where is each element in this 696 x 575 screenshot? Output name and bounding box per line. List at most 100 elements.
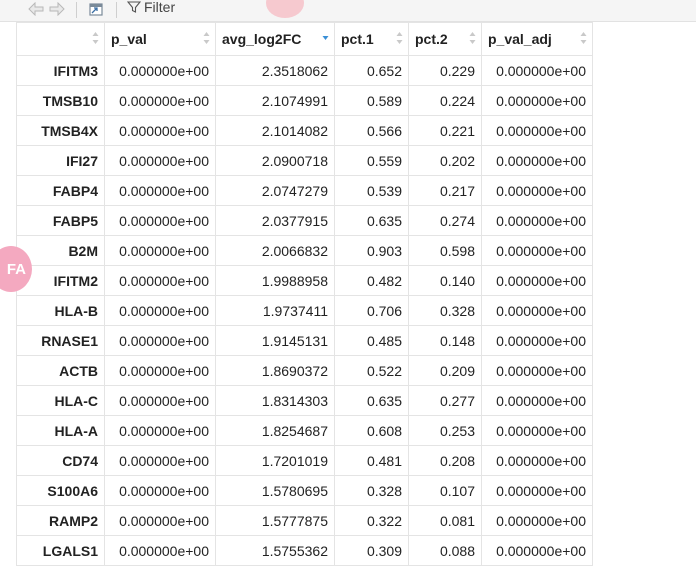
column-header-p-val[interactable]: p_val	[104, 22, 216, 56]
p-val-cell: 0.000000e+00	[104, 475, 216, 506]
p-val-adj-cell: 0.000000e+00	[481, 55, 593, 86]
row-name-cell: FABP5	[16, 205, 105, 236]
p-val-cell: 0.000000e+00	[104, 445, 216, 476]
row-name-cell: CD74	[16, 445, 105, 476]
pct1-cell: 0.481	[334, 445, 409, 476]
p-val-cell: 0.000000e+00	[104, 85, 216, 116]
pct2-cell: 0.208	[408, 445, 482, 476]
p-val-cell: 0.000000e+00	[104, 145, 216, 176]
viewer-toolbar: Filter	[0, 0, 696, 22]
popout-window-icon[interactable]	[86, 0, 106, 18]
table-row: TMSB4X 0.000000e+00 2.1014082 0.566 0.221 0.0…	[16, 115, 593, 146]
pct2-cell: 0.107	[408, 475, 482, 506]
table-row: IFITM3 0.000000e+00 2.3518062 0.652 0.229 0.0…	[16, 55, 593, 86]
pct1-cell: 0.322	[334, 505, 409, 536]
row-name-cell: ACTB	[16, 355, 105, 386]
sort-icon	[396, 32, 403, 44]
p-val-adj-cell: 0.000000e+00	[481, 235, 593, 266]
pct1-cell: 0.608	[334, 415, 409, 446]
row-name-cell: LGALS1	[16, 535, 105, 566]
table-row: FABP4 0.000000e+00 2.0747279 0.539 0.217 0.00…	[16, 175, 593, 206]
avg-log2fc-cell: 1.5777875	[215, 505, 335, 536]
pct2-cell: 0.088	[408, 535, 482, 566]
sort-icon	[92, 32, 99, 44]
avg-log2fc-cell: 1.9145131	[215, 325, 335, 356]
pct2-cell: 0.217	[408, 175, 482, 206]
p-val-adj-cell: 0.000000e+00	[481, 265, 593, 296]
avg-log2fc-cell: 2.3518062	[215, 55, 335, 86]
pct1-cell: 0.635	[334, 385, 409, 416]
column-header-pct2[interactable]: pct.2	[408, 22, 482, 56]
pct2-cell: 0.081	[408, 505, 482, 536]
p-val-adj-cell: 0.000000e+00	[481, 115, 593, 146]
avg-log2fc-cell: 2.1014082	[215, 115, 335, 146]
pct2-cell: 0.224	[408, 85, 482, 116]
table-row: HLA-A 0.000000e+00 1.8254687 0.608 0.253 0.00…	[16, 415, 593, 446]
column-header-rownames[interactable]	[16, 22, 105, 56]
avg-log2fc-cell: 1.8254687	[215, 415, 335, 446]
p-val-adj-cell: 0.000000e+00	[481, 85, 593, 116]
p-val-cell: 0.000000e+00	[104, 265, 216, 296]
avg-log2fc-cell: 1.8690372	[215, 355, 335, 386]
row-name-cell: IFI27	[16, 145, 105, 176]
pct1-cell: 0.309	[334, 535, 409, 566]
pct2-cell: 0.221	[408, 115, 482, 146]
p-val-adj-cell: 0.000000e+00	[481, 475, 593, 506]
avg-log2fc-cell: 2.0747279	[215, 175, 335, 206]
p-val-cell: 0.000000e+00	[104, 535, 216, 566]
p-val-cell: 0.000000e+00	[104, 205, 216, 236]
p-val-cell: 0.000000e+00	[104, 355, 216, 386]
row-name-cell: HLA-C	[16, 385, 105, 416]
arrow-right-icon[interactable]	[47, 0, 67, 18]
column-header-avg-log2fc[interactable]: avg_log2FC	[215, 22, 335, 56]
p-val-cell: 0.000000e+00	[104, 55, 216, 86]
header-row: p_val avg_log2FC pct.1 pct.2 p_val_adj	[16, 22, 593, 56]
avg-log2fc-cell: 1.5780695	[215, 475, 335, 506]
filter-label: Filter	[144, 0, 176, 15]
row-name-cell: RAMP2	[16, 505, 105, 536]
pct2-cell: 0.253	[408, 415, 482, 446]
pct1-cell: 0.522	[334, 355, 409, 386]
table-row: FABP5 0.000000e+00 2.0377915 0.635 0.274 0.00…	[16, 205, 593, 236]
p-val-cell: 0.000000e+00	[104, 175, 216, 206]
column-header-p-val-adj[interactable]: p_val_adj	[481, 22, 593, 56]
p-val-adj-cell: 0.000000e+00	[481, 205, 593, 236]
table-row: S100A6 0.000000e+00 1.5780695 0.328 0.107 0.0…	[16, 475, 593, 506]
avg-log2fc-cell: 1.7201019	[215, 445, 335, 476]
p-val-cell: 0.000000e+00	[104, 115, 216, 146]
pct2-cell: 0.229	[408, 55, 482, 86]
filter-button[interactable]: Filter	[127, 0, 175, 16]
p-val-adj-cell: 0.000000e+00	[481, 415, 593, 446]
toolbar-separator	[116, 2, 117, 18]
row-name-cell: RNASE1	[16, 325, 105, 356]
table-row: RNASE1 0.000000e+00 1.9145131 0.485 0.148 0.0…	[16, 325, 593, 356]
table-row: B2M 0.000000e+00 2.0066832 0.903 0.598 0.0000…	[16, 235, 593, 266]
pct2-cell: 0.328	[408, 295, 482, 326]
row-name-cell: IFITM3	[16, 55, 105, 86]
avg-log2fc-cell: 1.8314303	[215, 385, 335, 416]
p-val-cell: 0.000000e+00	[104, 505, 216, 536]
p-val-cell: 0.000000e+00	[104, 385, 216, 416]
avg-log2fc-cell: 2.0900718	[215, 145, 335, 176]
pct1-cell: 0.652	[334, 55, 409, 86]
toolbar-separator	[76, 2, 77, 18]
avatar[interactable]: FA	[0, 246, 32, 292]
pct1-cell: 0.706	[334, 295, 409, 326]
table-row: HLA-B 0.000000e+00 1.9737411 0.706 0.328 0.00…	[16, 295, 593, 326]
table-row: IFI27 0.000000e+00 2.0900718 0.559 0.202 0.00…	[16, 145, 593, 176]
p-val-adj-cell: 0.000000e+00	[481, 325, 593, 356]
sort-descending-icon	[322, 36, 329, 40]
pct2-cell: 0.598	[408, 235, 482, 266]
table-row: CD74 0.000000e+00 1.7201019 0.481 0.208 0.000…	[16, 445, 593, 476]
column-header-pct1[interactable]: pct.1	[334, 22, 409, 56]
avg-log2fc-cell: 2.1074991	[215, 85, 335, 116]
pct1-cell: 0.485	[334, 325, 409, 356]
row-name-cell: B2M	[16, 235, 105, 266]
arrow-left-icon[interactable]	[26, 0, 46, 18]
table-row: TMSB10 0.000000e+00 2.1074991 0.589 0.224 0.0…	[16, 85, 593, 116]
pct2-cell: 0.277	[408, 385, 482, 416]
row-name-cell: TMSB4X	[16, 115, 105, 146]
row-name-cell: HLA-A	[16, 415, 105, 446]
sort-icon	[580, 32, 587, 44]
search-overlay-icon	[266, 0, 304, 18]
